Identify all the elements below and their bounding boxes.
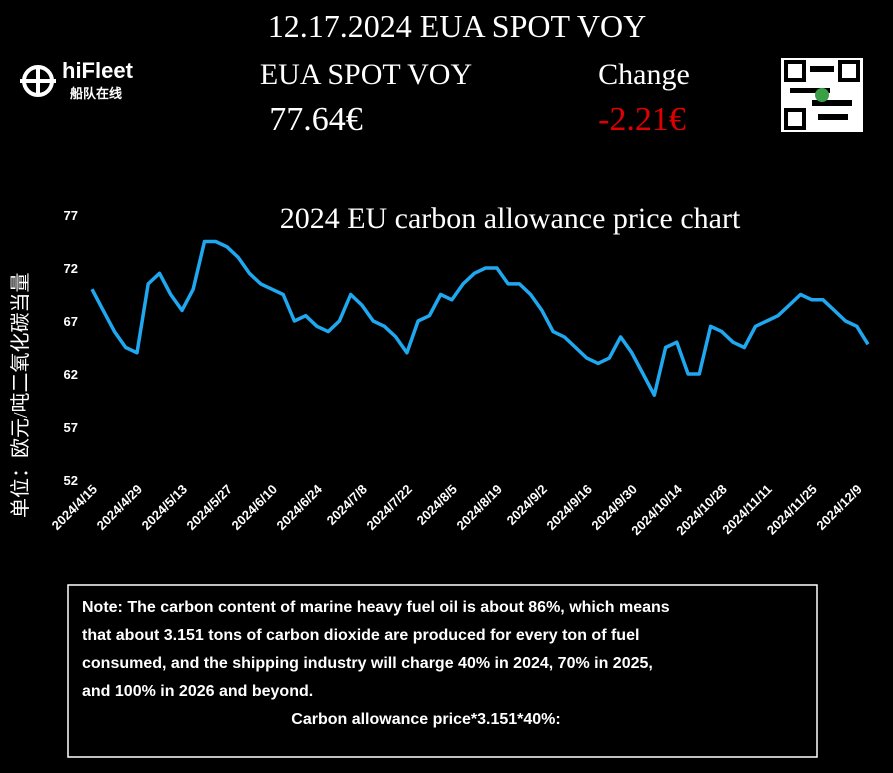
price-line xyxy=(90,239,870,397)
note-border xyxy=(67,584,818,758)
note-line: and 100% in 2026 and beyond. xyxy=(82,683,313,700)
chart: 2024 EU carbon allowance price chart 单位：… xyxy=(9,202,741,518)
qr-module xyxy=(810,66,834,72)
header-title: 12.17.2024 EUA SPOT VOY xyxy=(268,8,646,44)
qr-module xyxy=(818,114,848,120)
note-line: Carbon allowance price*3.151*40%: xyxy=(291,711,560,728)
y-axis-label: 单位：欧元/吨二氧化碳当量 xyxy=(9,272,32,518)
qr-logo xyxy=(815,88,829,102)
y-tick-label: 72 xyxy=(64,261,78,276)
note-line: that about 3.151 tons of carbon dioxide … xyxy=(82,627,639,644)
y-tick-label: 57 xyxy=(64,420,78,435)
note-box xyxy=(67,584,818,758)
qr-module xyxy=(812,100,852,106)
price-value: 77.64€ xyxy=(269,101,363,138)
qr-code xyxy=(781,58,863,132)
y-tick-label: 62 xyxy=(64,367,78,382)
logo-name: hiFleet xyxy=(62,58,134,83)
logo-subtitle: 船队在线 xyxy=(70,86,122,101)
note-line: Note: The carbon content of marine heavy… xyxy=(82,599,670,616)
qr-finder xyxy=(784,108,806,130)
y-tick-label: 52 xyxy=(64,473,78,488)
y-tick-label: 67 xyxy=(64,314,78,329)
change-value: -2.21€ xyxy=(598,101,686,138)
qr-finder xyxy=(784,60,806,82)
qr-module xyxy=(790,88,830,93)
note-line: consumed, and the shipping industry will… xyxy=(82,655,653,672)
y-tick-label: 77 xyxy=(64,208,78,223)
chart-title: 2024 EU carbon allowance price chart xyxy=(280,202,741,235)
price-label: EUA SPOT VOY xyxy=(260,58,472,91)
qr-finder xyxy=(838,60,860,82)
change-label: Change xyxy=(598,58,690,91)
logo: hiFleet 船队在线 xyxy=(20,58,134,101)
